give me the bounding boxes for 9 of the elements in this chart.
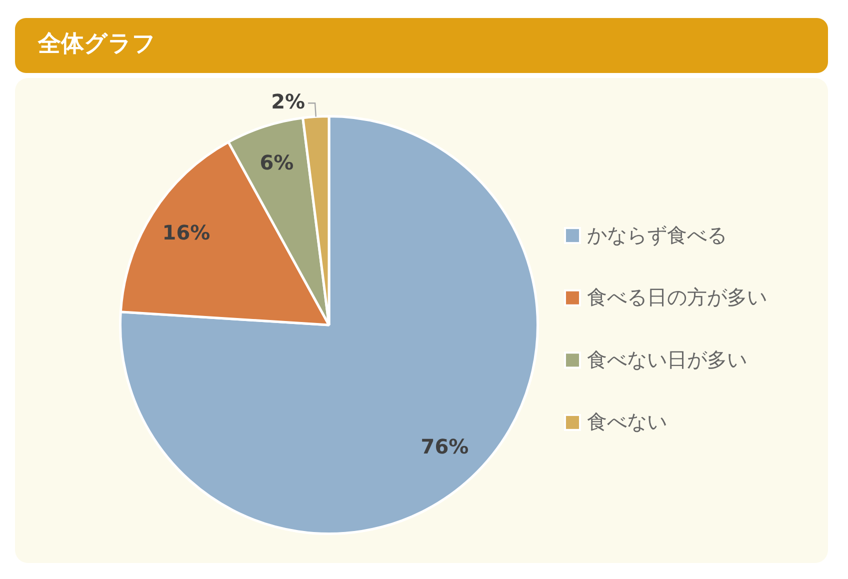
data-label: 6%	[260, 150, 294, 174]
legend-label: 食べない日が多い	[587, 347, 747, 372]
legend-label: 食べない	[587, 410, 667, 434]
data-label: 16%	[162, 220, 210, 245]
data-label: 76%	[420, 434, 469, 458]
legend-label: 食べる日の方が多い	[587, 285, 767, 310]
data-label: 2%	[271, 89, 306, 114]
legend-label: かならず食べる	[587, 222, 727, 247]
chart-title: 全体グラフ	[38, 30, 156, 59]
